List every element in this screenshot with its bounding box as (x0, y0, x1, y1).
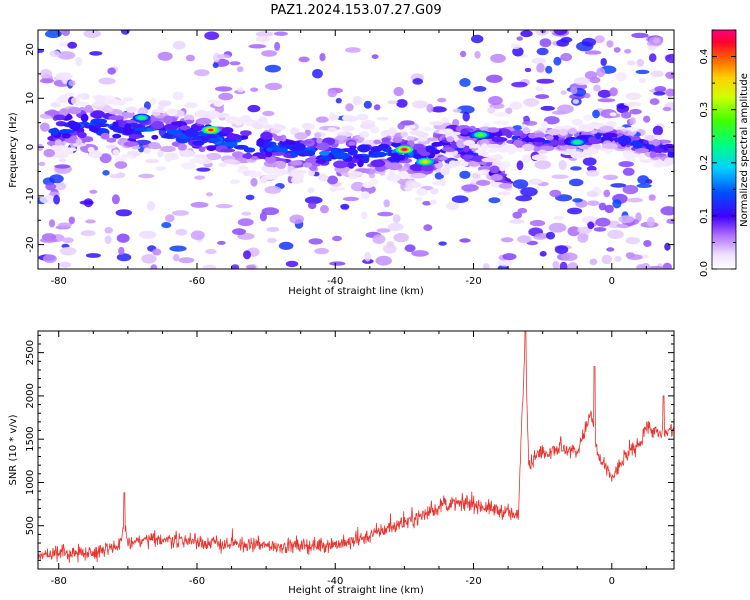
snr-xlabel: Height of straight line (km) (288, 585, 424, 596)
spectrogram-x-tick-label: -20 (465, 276, 481, 287)
spectrogram-frame (37, 29, 675, 270)
colorbar-tick-label: 0.3 (699, 102, 710, 118)
spectrogram-heatmap (38, 30, 674, 269)
colorbar-tick-label: 0.2 (699, 155, 710, 171)
colorbar-gradient (711, 29, 737, 270)
colorbar: 0.0 0.1 0.2 0.3 0.4 Normalized spectral ampl… (699, 29, 750, 277)
snr-series-line (38, 331, 674, 563)
spectrogram-x-tick-label: -60 (189, 276, 205, 287)
spectrogram-x-tick-label: 0 (609, 276, 615, 287)
spectrogram-x-tick-label: -40 (327, 276, 343, 287)
spectrogram-ylabel: Frequency (Hz) (8, 112, 19, 188)
snr-x-tick-label: -20 (465, 576, 481, 587)
colorbar-label: Normalized spectral amplitude (739, 73, 750, 227)
snr-ylabel: SNR (10 * v/v) (8, 414, 19, 485)
spectrogram-panel: -80 -60 -40 -20 0 -20 -10 0 10 20 Height of strai… (8, 29, 675, 297)
snr-y-tick-label: 500 (25, 516, 36, 535)
colorbar-ticks: 0.0 0.1 0.2 0.3 0.4 (699, 29, 736, 277)
colorbar-tick-label: 0.0 (699, 261, 710, 277)
figure-title: PAZ1.2024.153.07.27.G09 (270, 3, 441, 18)
snr-panel: -80 -60 -40 -20 0 500 1000 1500 2000 2500 Height … (8, 330, 675, 596)
snr-y-tick-label: 2000 (25, 383, 36, 408)
spectrogram-y-tick-label: 10 (25, 92, 36, 105)
snr-y-tick-label: 1500 (25, 426, 36, 451)
snr-axes: -80 -60 -40 -20 0 500 1000 1500 2000 2500 (25, 331, 674, 587)
spectrogram-y-tick-label: 0 (25, 144, 36, 150)
spectrogram-axes: -80 -60 -40 -20 0 -20 -10 0 10 20 (25, 30, 674, 287)
snr-x-tick-label: 0 (609, 576, 615, 587)
snr-x-tick-label: -60 (189, 576, 205, 587)
spectrogram-y-tick-label: -10 (25, 188, 36, 204)
snr-frame (37, 330, 675, 570)
snr-x-tick-label: -80 (51, 576, 67, 587)
colorbar-tick-label: 0.1 (699, 208, 710, 224)
spectrogram-y-tick-label: 20 (25, 43, 36, 56)
colorbar-tick-label: 0.4 (699, 49, 710, 65)
spectrogram-y-tick-label: -20 (25, 236, 36, 252)
snr-y-tick-label: 2500 (25, 340, 36, 365)
spectrogram-x-tick-label: -80 (51, 276, 67, 287)
snr-x-tick-label: -40 (327, 576, 343, 587)
spectrogram-xlabel: Height of straight line (km) (288, 286, 424, 297)
snr-y-tick-label: 1000 (25, 470, 36, 495)
